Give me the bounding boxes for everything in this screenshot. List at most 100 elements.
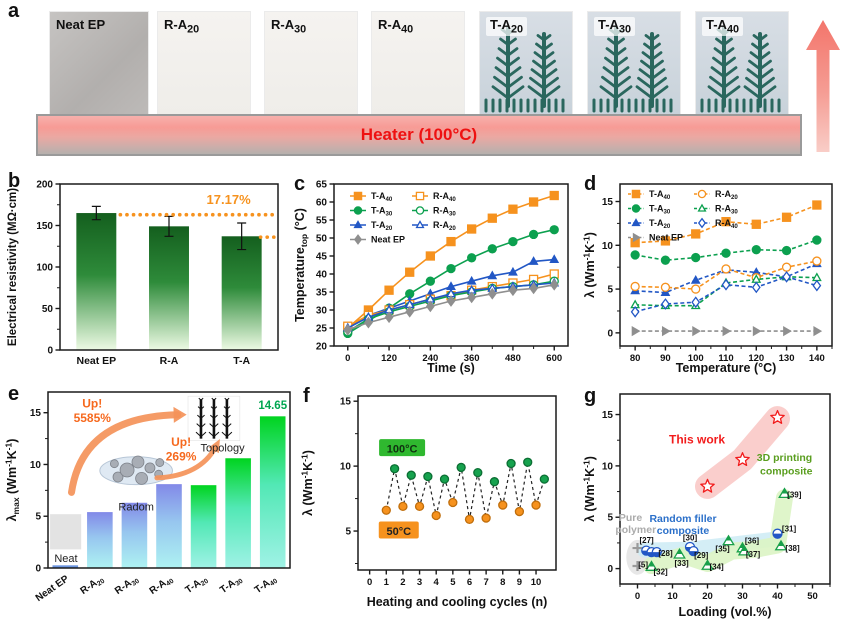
svg-text:20: 20: [316, 342, 328, 353]
chart-conductivity-vs-temperature: 80 90 100 110 120 130 140 0 5 10 15 Temperature (°C…: [581, 183, 833, 375]
svg-text:T-A40: T-A40: [371, 191, 393, 203]
chart-electrical-resistivity: Neat EP R-A T-A 0 50 100 150 200 Electrical resi…: [7, 180, 279, 367]
svg-text:1: 1: [384, 577, 390, 588]
svg-text:15: 15: [340, 397, 352, 408]
sample-label: R-A30: [271, 17, 307, 36]
svg-text:0: 0: [345, 353, 350, 364]
svg-text:50: 50: [42, 304, 54, 315]
svg-text:20: 20: [702, 591, 713, 602]
svg-text:8: 8: [500, 577, 505, 588]
svg-text:50: 50: [316, 234, 328, 245]
svg-text:λ (Wm-1K-1): λ (Wm-1K-1): [581, 232, 597, 298]
svg-text:[28]: [28]: [658, 549, 673, 558]
svg-text:Neat EP: Neat EP: [76, 355, 116, 367]
svg-text:140: 140: [809, 353, 825, 364]
svg-text:7: 7: [483, 577, 488, 588]
svg-text:45: 45: [316, 252, 328, 263]
svg-text:polymer: polymer: [615, 524, 656, 536]
svg-text:T-A: T-A: [233, 355, 250, 367]
panel-label-f: f: [303, 385, 310, 407]
svg-text:[36]: [36]: [745, 537, 760, 546]
svg-text:Time (s): Time (s): [427, 361, 475, 375]
dendrite-pattern-icon: [592, 26, 673, 113]
svg-text:5: 5: [35, 512, 41, 523]
sample-photo-5: T-A30: [588, 12, 680, 114]
sample-photo-2: R-A30: [265, 12, 357, 114]
svg-text:90: 90: [660, 353, 671, 364]
svg-text:R-A20: R-A20: [79, 573, 107, 598]
svg-text:80: 80: [630, 353, 641, 364]
svg-text:Up!: Up!: [82, 396, 102, 410]
svg-text:R-A40: R-A40: [715, 218, 738, 230]
svg-text:5: 5: [607, 513, 613, 524]
svg-text:0: 0: [35, 564, 41, 575]
chart-surface-temperature: 0 120 240 360 480 600 20 25 30 35 40 45 50 55 60 65 Time…: [293, 180, 569, 375]
sample-label: R-A40: [378, 17, 414, 36]
chart-lambda-max-bars: Neat EP R-A20 R-A30 R-A40 T-A20 T-A30 T-A40 0 5 1…: [3, 391, 291, 604]
sample-photo-1: R-A20: [158, 12, 250, 114]
svg-text:[38]: [38]: [785, 544, 800, 553]
svg-text:130: 130: [779, 353, 795, 364]
svg-text:110: 110: [718, 353, 733, 364]
svg-text:R-A30: R-A30: [433, 206, 456, 218]
svg-text:Neat: Neat: [54, 553, 77, 565]
svg-text:This work: This work: [669, 432, 725, 446]
svg-text:Electrical resistivity (MΩ·cm): Electrical resistivity (MΩ·cm): [7, 188, 19, 346]
svg-text:0: 0: [635, 591, 640, 602]
svg-text:14.65: 14.65: [258, 400, 287, 412]
svg-text:[39]: [39]: [787, 490, 802, 499]
sample-label: T-A30: [594, 17, 635, 36]
svg-text:25: 25: [316, 324, 328, 335]
svg-text:Neat EP: Neat EP: [649, 233, 683, 243]
svg-text:269%: 269%: [166, 449, 197, 463]
svg-text:2: 2: [400, 577, 405, 588]
svg-text:15: 15: [602, 410, 614, 421]
svg-text:λ (Wm-1K-1): λ (Wm-1K-1): [581, 456, 597, 522]
svg-text:150: 150: [36, 221, 53, 232]
svg-text:50: 50: [807, 591, 818, 602]
svg-text:[33]: [33]: [674, 559, 689, 568]
svg-text:15: 15: [602, 197, 614, 208]
chart-literature-comparison: 0 10 20 30 40 50 0 5 10 15 Loading (vol.%) λ (Wm-1K…: [581, 393, 831, 619]
svg-text:Topology: Topology: [201, 443, 246, 455]
svg-text:T-A30: T-A30: [218, 573, 245, 597]
svg-text:[37]: [37]: [746, 550, 761, 559]
svg-text:R-A30: R-A30: [113, 573, 141, 598]
dendrite-pattern-icon: [484, 26, 565, 113]
panel-label-g: g: [584, 385, 597, 407]
sample-photo-0: Neat EP: [50, 12, 148, 114]
sample-label: T-A40: [702, 17, 743, 36]
svg-text:0: 0: [607, 328, 613, 339]
svg-text:Random filler: Random filler: [649, 513, 716, 525]
svg-text:R-A40: R-A40: [148, 573, 176, 598]
svg-text:[34]: [34]: [709, 562, 724, 571]
svg-text:9: 9: [517, 577, 522, 588]
panel-label-b: b: [8, 170, 21, 192]
sample-photo-3: R-A40: [372, 12, 464, 114]
panel-label-e: e: [8, 383, 20, 405]
svg-text:[5]: [5]: [638, 561, 648, 570]
up-arrow-icon: [806, 20, 840, 152]
svg-text:λ (Wm-1K-1): λ (Wm-1K-1): [299, 450, 315, 516]
svg-text:3D printing: 3D printing: [757, 452, 812, 464]
svg-text:10: 10: [531, 577, 542, 588]
svg-text:T-A30: T-A30: [371, 206, 393, 218]
svg-text:480: 480: [505, 353, 521, 364]
svg-text:600: 600: [546, 353, 562, 364]
panel-label-c: c: [294, 173, 306, 195]
svg-text:50°C: 50°C: [386, 526, 411, 538]
svg-text:120: 120: [381, 353, 397, 364]
svg-text:10: 10: [602, 461, 614, 472]
svg-text:15: 15: [30, 408, 42, 419]
svg-text:100: 100: [36, 263, 53, 274]
svg-text:[27]: [27]: [639, 536, 654, 545]
svg-text:30: 30: [737, 591, 748, 602]
svg-text:3: 3: [417, 577, 422, 588]
svg-text:5: 5: [450, 577, 456, 588]
svg-text:40: 40: [316, 270, 328, 281]
svg-text:40: 40: [772, 591, 783, 602]
heater-bar: Heater (100°C): [36, 114, 802, 156]
svg-text:[31]: [31]: [782, 524, 797, 533]
svg-text:Up!: Up!: [171, 435, 191, 449]
svg-text:55: 55: [316, 216, 328, 227]
